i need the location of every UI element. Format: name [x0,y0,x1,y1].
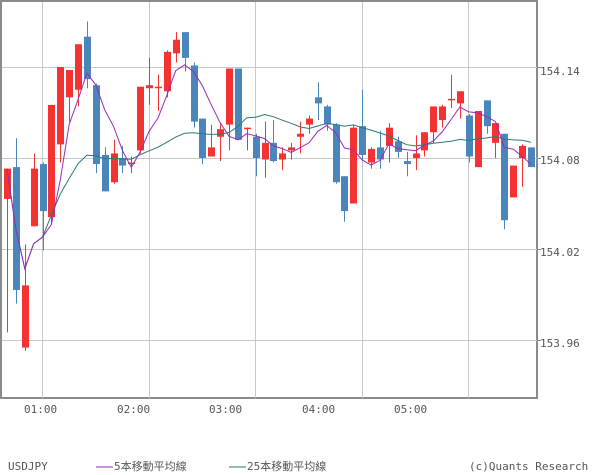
legend-ma25-label: 25本移動平均線 [247,459,326,473]
legend-symbol: USDJPY [8,460,48,473]
x-label-0100: 01:00 [24,403,57,416]
credit-text: (c)Quants Research [469,460,588,473]
legend-ma5-label: 5本移動平均線 [114,459,187,473]
candles [4,21,535,351]
ma25-line [6,113,532,271]
x-label-0500: 05:00 [394,403,427,416]
x-label-0400: 04:00 [302,403,335,416]
x-label-0300: 03:00 [209,403,242,416]
y-label-154.08: 154.08 [540,154,580,167]
y-label-154.02: 154.02 [540,246,580,259]
y-label-154.14: 154.14 [540,65,580,78]
ma5-line [6,64,532,271]
y-label-153.96: 153.96 [540,337,580,350]
x-label-0200: 02:00 [117,403,150,416]
